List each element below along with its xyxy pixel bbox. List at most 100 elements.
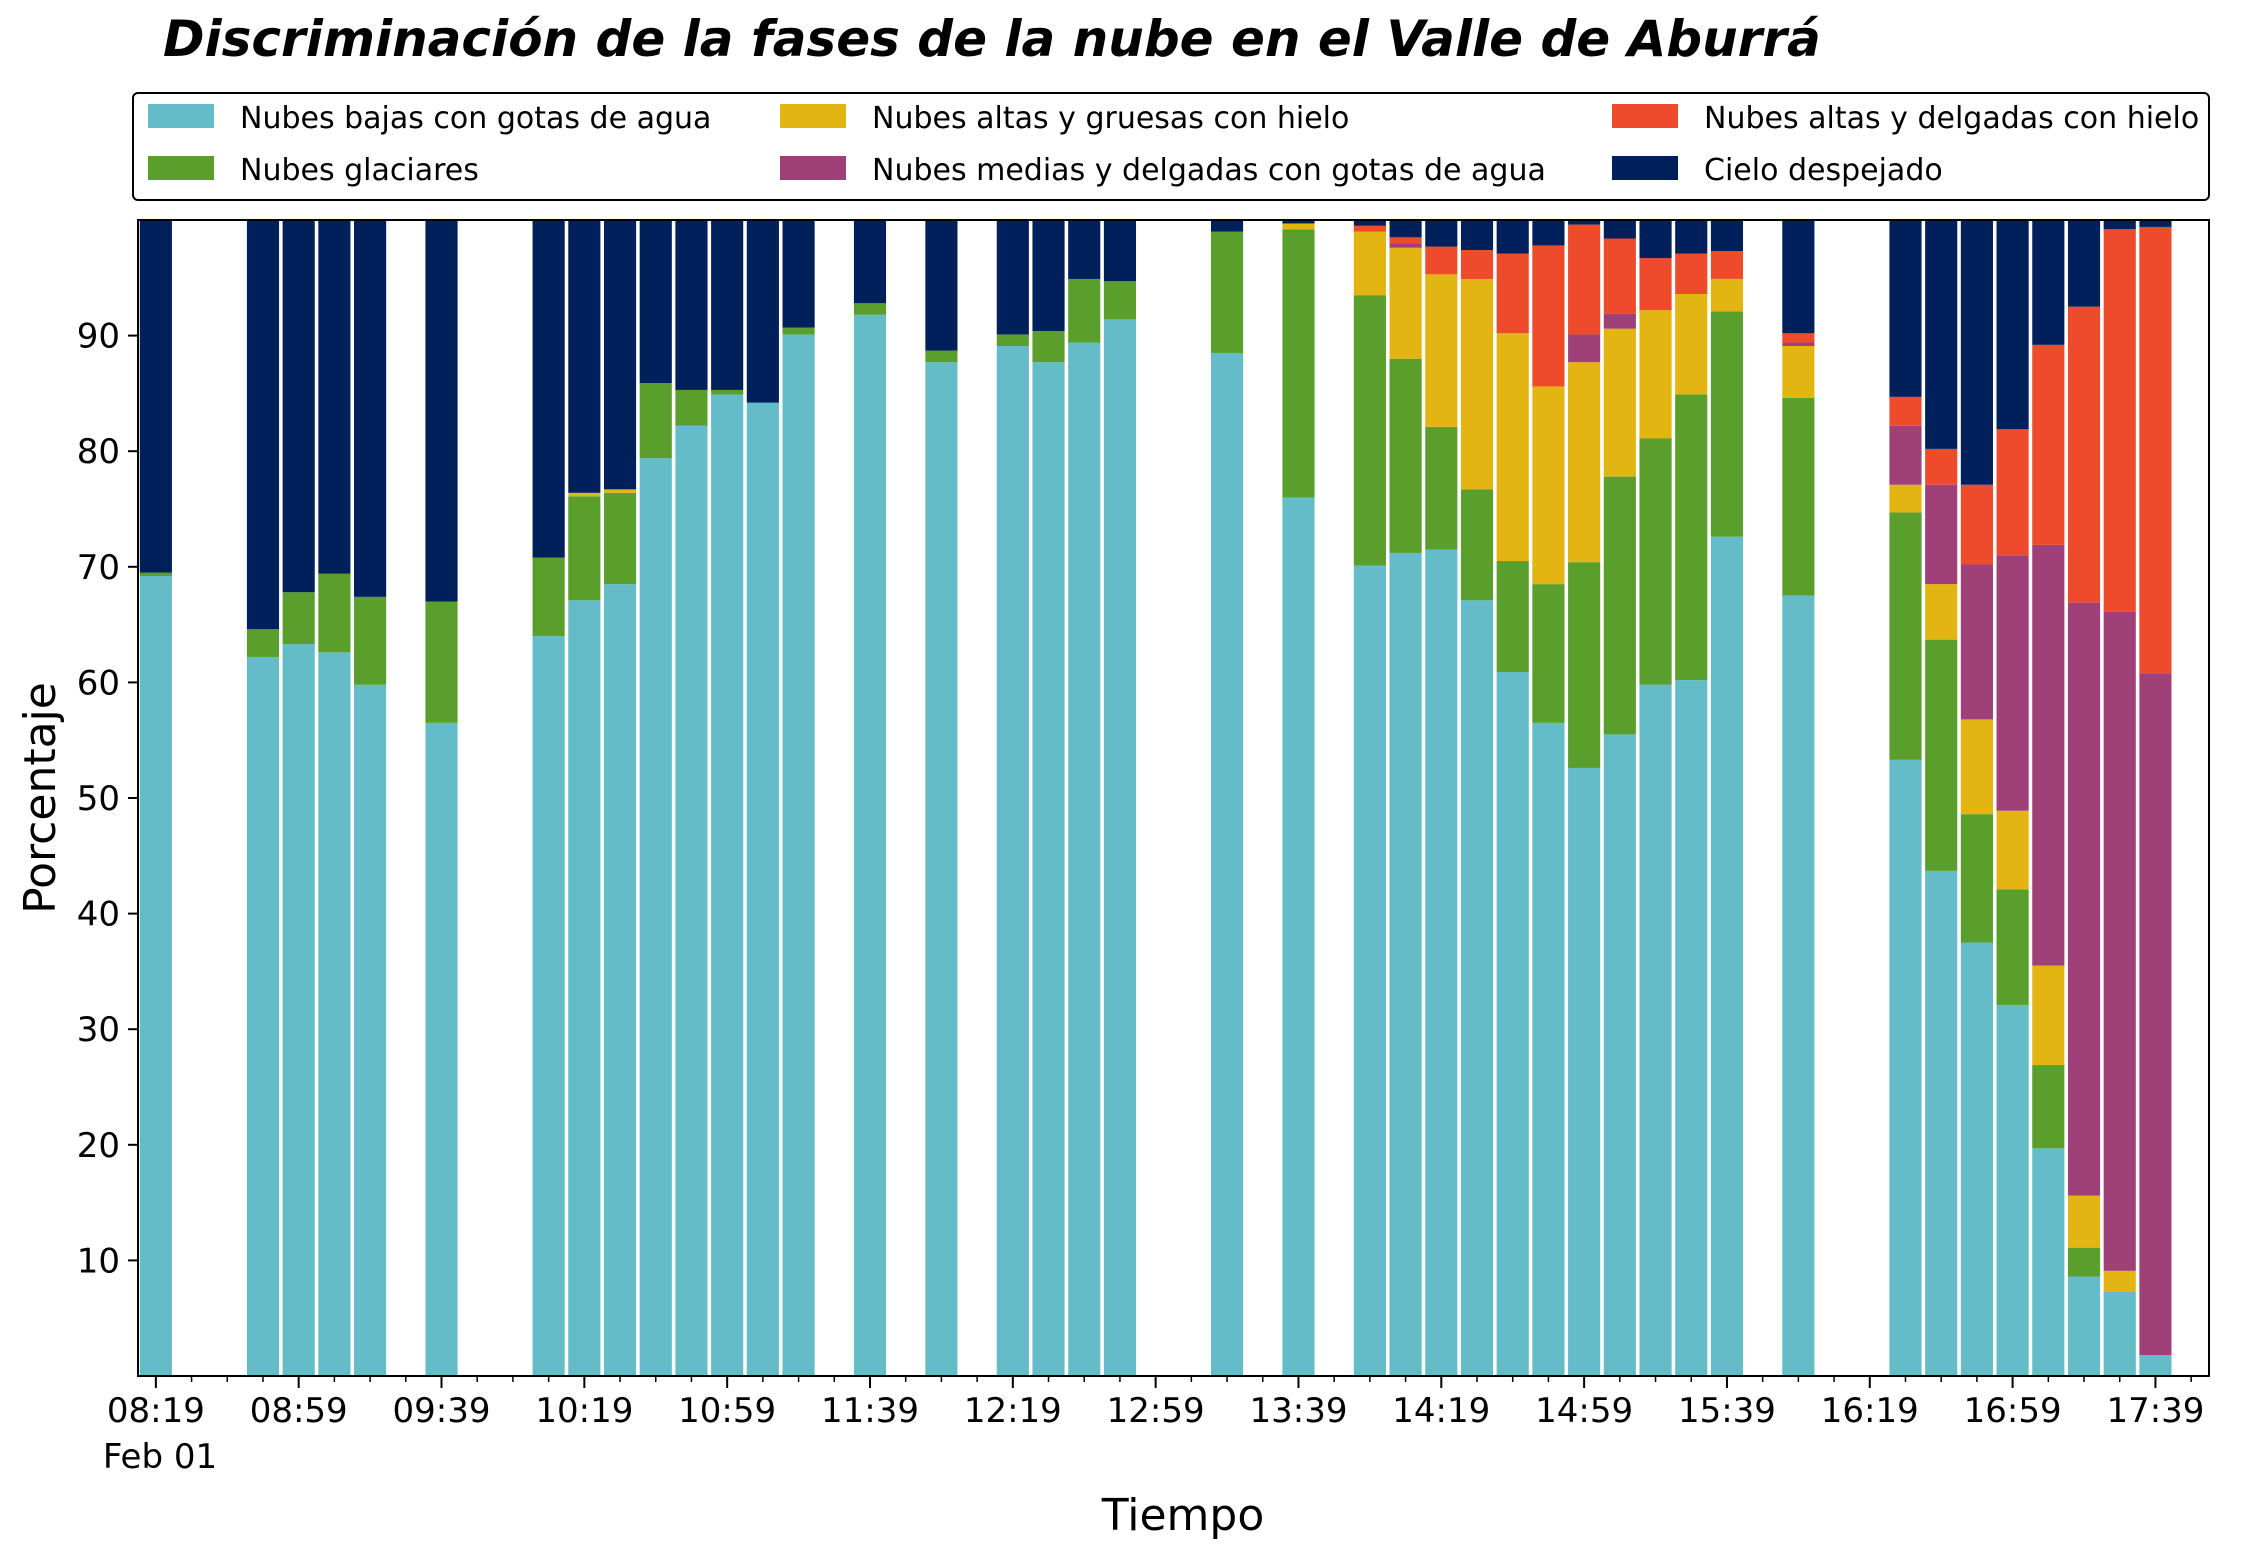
bar-segment (1675, 220, 1708, 254)
bar-segment (1603, 238, 1636, 314)
bar-segment (1782, 595, 1815, 1376)
x-tick-label: 17:39 (2106, 1391, 2204, 1431)
bar-segment (2067, 1195, 2101, 1248)
bar-segment (1782, 398, 1815, 596)
bar-segment (1460, 489, 1494, 601)
bar-segment (603, 584, 637, 1376)
bar-segment (2032, 965, 2065, 1066)
legend-swatch (148, 104, 214, 128)
bar-segment (1568, 362, 1601, 563)
bar-segment (1496, 220, 1529, 254)
bar-segment (1996, 220, 2029, 430)
bar-segment (1960, 220, 1993, 485)
bar-segment (246, 629, 280, 657)
y-tick-label: 20 (77, 1126, 120, 1166)
bar-segment (1996, 889, 2029, 1005)
x-tick-label: 11:39 (821, 1391, 919, 1431)
bar-segment (2067, 1276, 2101, 1376)
bar-segment (746, 402, 779, 1376)
bar-segment (1282, 220, 1315, 224)
bar-segment (354, 596, 387, 685)
bar-segment (1782, 346, 1815, 399)
bar-segment (1103, 319, 1137, 1376)
bar-segment (2067, 220, 2101, 307)
bar-segment (1710, 251, 1744, 279)
bar-segment (1889, 220, 1922, 397)
x-tick-label: 12:59 (1107, 1391, 1205, 1431)
bar-segment (1103, 220, 1137, 282)
bar-segment (853, 303, 887, 315)
bar-segment (1210, 220, 1244, 232)
bar-segment (532, 636, 565, 1376)
x-tick-label: 16:19 (1821, 1391, 1919, 1431)
bar-segment (1532, 722, 1565, 1376)
bar-segment (354, 220, 387, 597)
bar-segment (925, 350, 958, 363)
bar-segment (139, 576, 172, 1376)
bar-segment (639, 220, 672, 383)
bar-segment (1460, 278, 1494, 490)
bar-segment (1460, 250, 1494, 279)
bar-segment (1925, 484, 1958, 585)
bar-segment (1496, 253, 1529, 334)
bar-segment (1639, 438, 1672, 685)
bar-segment (1353, 565, 1386, 1376)
x-tick-label: 14:19 (1392, 1391, 1490, 1431)
bar-segment (1675, 680, 1708, 1376)
bar-segment (603, 220, 637, 490)
bar-segment (1460, 220, 1494, 251)
bar-segment (2067, 306, 2101, 603)
bar-segment (1532, 386, 1565, 585)
bar-segment (425, 220, 458, 602)
bar-segment (2032, 1148, 2065, 1376)
bar-segment (711, 394, 744, 1376)
bar-segment (1960, 484, 1993, 565)
bar-segment (2032, 220, 2065, 345)
bar-segment (1603, 313, 1636, 329)
bar-segment (1496, 672, 1529, 1376)
bar-segment (675, 425, 708, 1376)
bar-segment (568, 600, 601, 1376)
bar-segment (1032, 330, 1065, 363)
legend-swatch (780, 156, 846, 180)
bar-segment (1032, 220, 1065, 331)
bar-segment (1889, 396, 1922, 426)
bar-segment (1568, 767, 1601, 1376)
bar-segment (1960, 564, 1993, 720)
x-axis-label: Tiempo (1101, 1490, 1265, 1541)
y-tick-label: 60 (77, 663, 120, 703)
bar-segment (1210, 352, 1244, 1376)
bar-segment (1925, 220, 1958, 449)
bar-segment (1996, 555, 2029, 811)
bar-segment (1639, 220, 1672, 259)
legend-label: Nubes altas y delgadas con hielo (1704, 101, 2199, 136)
bar-segment (1353, 225, 1386, 232)
x-tick-label: 08:19 (107, 1391, 205, 1431)
x-tick-label: 10:59 (678, 1391, 776, 1431)
bar-segment (532, 220, 565, 558)
x-tick-label: 13:39 (1249, 1391, 1347, 1431)
bar-segment (1389, 243, 1422, 248)
bar-segment (1496, 333, 1529, 562)
bar-segment (1710, 536, 1744, 1376)
bar-segment (996, 334, 1029, 346)
y-tick-label: 70 (77, 548, 120, 588)
bar-segment (996, 220, 1029, 335)
legend-swatch (1612, 156, 1678, 180)
bar-segment (2103, 229, 2136, 612)
bar-segment (2139, 1355, 2172, 1376)
x-tick-label: 12:19 (964, 1391, 1062, 1431)
bar-segment (568, 492, 601, 497)
bar-segment (2032, 344, 2065, 545)
bar-segment (1675, 293, 1708, 395)
bar-segment (1353, 231, 1386, 296)
bar-segment (2139, 673, 2172, 1356)
legend-label: Nubes medias y delgadas con gotas de agu… (872, 153, 1546, 188)
y-tick-label: 10 (77, 1241, 120, 1281)
bar-segment (2103, 1291, 2136, 1376)
legend-swatch (148, 156, 214, 180)
bar-segment (675, 220, 708, 390)
bar-segment (282, 592, 315, 645)
bar-segment (1425, 246, 1458, 275)
bar-segment (1389, 247, 1422, 359)
